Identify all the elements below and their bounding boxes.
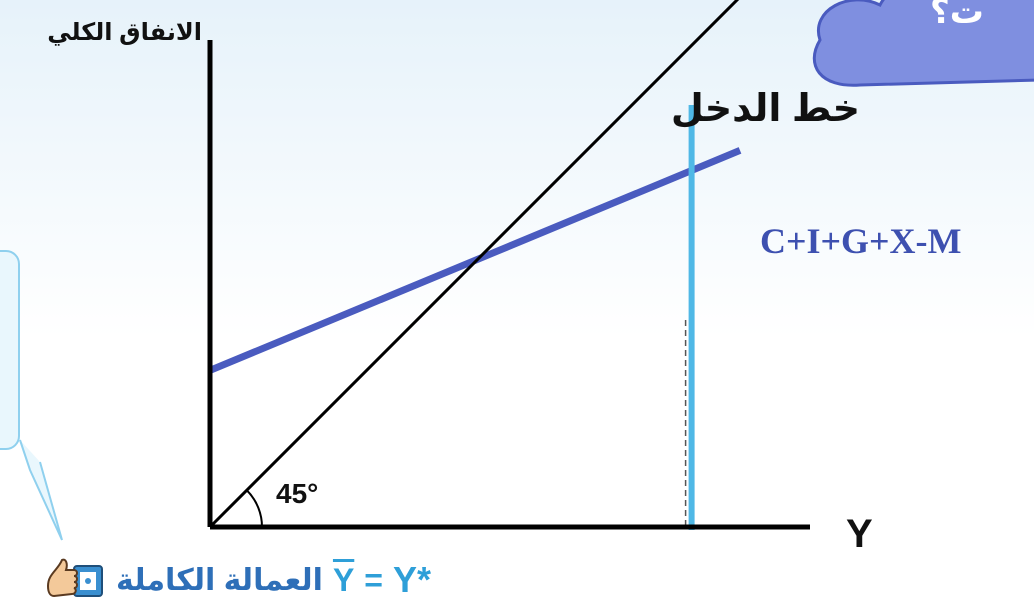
income-line [208,0,740,529]
angle-arc [246,489,263,528]
thumbs-up-icon [46,558,103,598]
full-employment-caption: العمالة الكاملة Y = Y* [44,556,431,604]
income-line-label: خط الدخل [670,88,860,130]
y-star-symbol: Y* [392,559,431,600]
cloud-text: ت؟ [930,0,984,31]
y-bar-symbol: Y [332,561,355,598]
x-axis-label: Y [846,512,873,556]
y-axis-label: الانفاق الكلي [47,19,202,46]
thought-cloud-icon [812,0,1034,87]
equals-sign: = [364,561,383,598]
speech-callout [0,250,20,450]
full-employment-text: العمالة الكاملة [116,563,323,597]
aggregate-expenditure-label: C+I+G+X-M [760,221,962,261]
angle-label: 45° [276,478,319,509]
